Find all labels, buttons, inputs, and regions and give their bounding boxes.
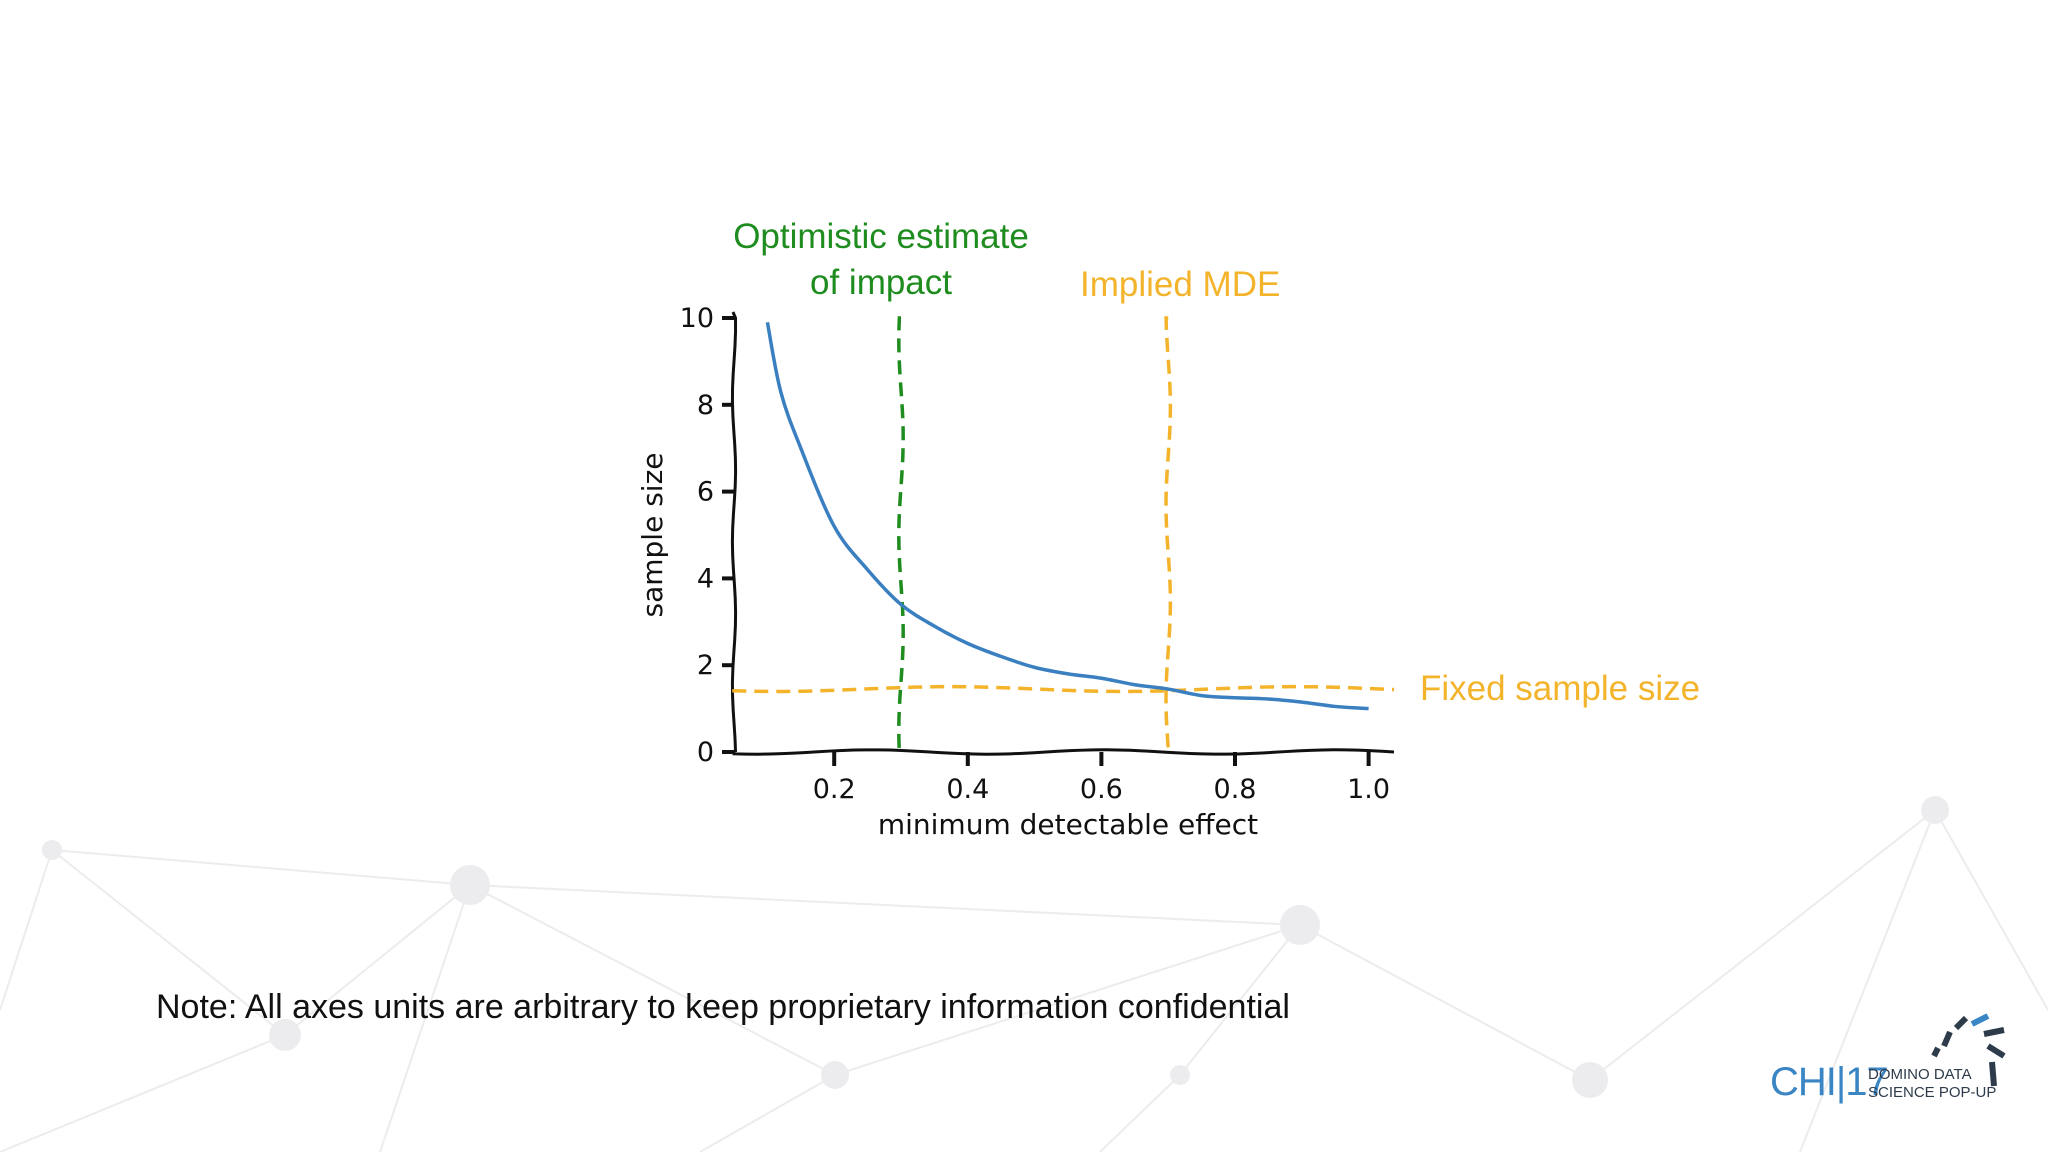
- reference-lines: [732, 316, 1395, 749]
- x-axis-label: minimum detectable effect: [878, 808, 1258, 841]
- optimistic-estimate-annotation: Optimistic estimate of impact: [700, 214, 1062, 306]
- x-tick-label: 0.2: [813, 774, 856, 805]
- x-tick-label: 0.8: [1214, 774, 1257, 805]
- logo-burst-icon: [1931, 1013, 2006, 1087]
- optimistic-annotation-line2: of impact: [810, 263, 952, 302]
- fixed-sample-size-hline: [732, 684, 1395, 694]
- fixed-sample-size-annotation: Fixed sample size: [1420, 669, 1701, 708]
- axes: [730, 311, 1395, 756]
- y-tick-label: 4: [697, 563, 714, 594]
- y-tick-label: 10: [680, 303, 714, 334]
- ticks: 0 2 4 6 8 10 0.2 0.4 0.6 0.8 1.0: [680, 303, 1390, 805]
- y-axis-line: [730, 311, 738, 753]
- y-tick-label: 0: [697, 737, 714, 768]
- implied-mde-annotation: Implied MDE: [1080, 265, 1281, 304]
- logo-line1: DOMINO DATA: [1868, 1066, 1972, 1083]
- chi17-logo: CHI|17 DOMINO DATA SCIENCE POP-UP: [1766, 1010, 2016, 1110]
- y-tick-label: 6: [697, 477, 714, 508]
- confidentiality-note: Note: All axes units are arbitrary to ke…: [156, 988, 1290, 1026]
- y-tick-label: 2: [697, 650, 714, 681]
- y-axis-label: sample size: [636, 453, 669, 618]
- series: [765, 322, 1369, 711]
- x-tick-label: 0.6: [1080, 774, 1123, 805]
- x-tick-label: 1.0: [1347, 774, 1390, 805]
- optimistic-annotation-line1: Optimistic estimate: [733, 217, 1029, 256]
- x-tick-label: 0.4: [946, 774, 989, 805]
- sample-size-curve: [765, 322, 1369, 711]
- logo-chi-text: CHI|17: [1770, 1060, 1889, 1104]
- x-axis-line: [732, 748, 1395, 756]
- y-tick-label: 8: [697, 390, 714, 421]
- logo-line2: SCIENCE POP-UP: [1868, 1084, 1997, 1101]
- implied-mde-vline: [1164, 316, 1173, 749]
- optimistic-estimate-vline: [897, 316, 905, 749]
